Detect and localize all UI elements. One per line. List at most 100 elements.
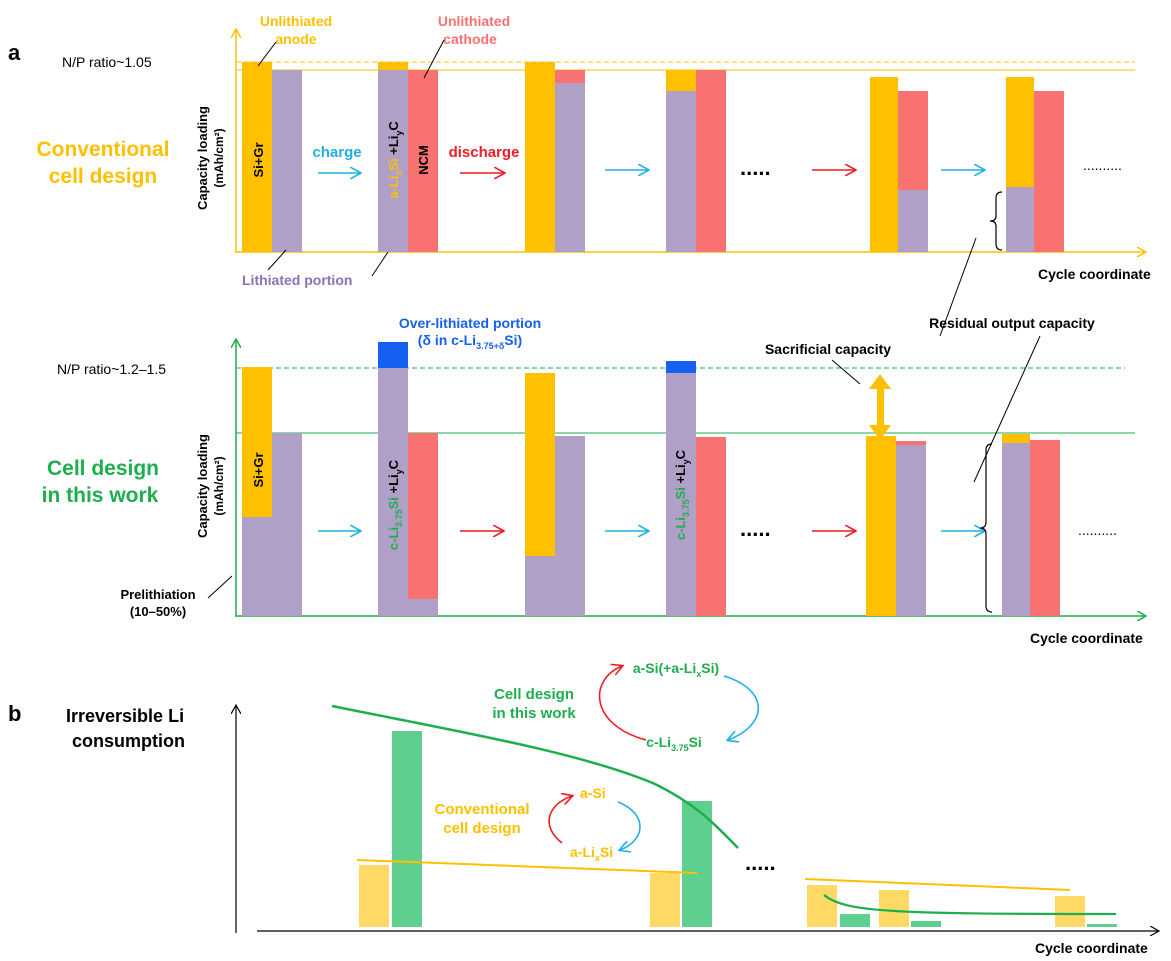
unlithiated-cathode-label-line2: cathode [443, 31, 497, 47]
top-ellipsis: ..... [740, 155, 771, 180]
panel-b-bar-thiswork-5 [1087, 924, 1117, 927]
conv-cycle-bottom: a-LixSi [570, 844, 613, 863]
bottom-bar-lithiated-1 [272, 433, 302, 616]
sacrificial-capacity-label: Sacrificial capacity [765, 341, 891, 357]
conventional-trend-line-2 [804, 878, 1071, 891]
this-work-design-panel: Cell design in this work Capacity loadin… [42, 237, 1145, 646]
panel-b-bar-thiswork-4 [911, 921, 941, 927]
top-bar-anode-5 [870, 77, 898, 252]
panel-b-ellipsis: ..... [745, 850, 776, 875]
residual-pointer-top [939, 237, 977, 337]
top-bar-cathode-5-top [898, 91, 928, 190]
top-bars [242, 62, 1064, 252]
thiswork-cycle-top: a-Si(+a-LixSi) [633, 660, 719, 679]
panel-b-bars [359, 731, 1117, 927]
bottom-bar-anode-4-overlithiated [666, 361, 696, 373]
lithiated-anode-label: a-LixSi +LiyC [386, 121, 404, 199]
top-bar-lithiated-5 [898, 190, 928, 252]
thiswork-trend-curve-2 [823, 894, 1117, 916]
panel-b-bar-thiswork-2 [682, 801, 712, 927]
top-bar-cathode-4 [696, 70, 726, 252]
top-bar-cathode-3-top [555, 70, 585, 83]
top-bar-cathode-2 [408, 70, 438, 252]
top-bar-anode-2-unlithiated [378, 62, 408, 70]
conventional-title-line1: Conventional [36, 138, 169, 161]
bottom-bar-anode-3-lithiated [525, 556, 555, 616]
bottom-bar-lithiated-3 [555, 436, 585, 616]
unlithiated-cathode-label-line1: Unlithiated [438, 13, 510, 29]
thiswork-title-line2: in this work [42, 484, 159, 507]
thiswork-cycle-bottom: c-Li3.75Si [646, 734, 702, 753]
thiswork-title-line1: Cell design [47, 457, 159, 480]
conv-cycle-arrow-blue [618, 801, 641, 850]
bottom-bar-anode-4-lithiated [666, 373, 696, 616]
bottom-bar-cathode-5-top [896, 441, 926, 445]
bottom-bar-anode-2-overlithiated [378, 342, 408, 368]
prelithiation-label-line1: Prelithiation [120, 587, 195, 602]
top-bar-anode-4-unlithiated [666, 70, 696, 91]
top-cycle-coordinate: Cycle coordinate [1038, 266, 1151, 282]
panel-b-ylabel-line1: Irreversible Li [66, 706, 184, 726]
top-bar-anode-4-lithiated [666, 91, 696, 252]
panel-b: b Irreversible Li consumption ..... Cell… [8, 660, 1158, 956]
bottom-bar-anode-6-unlithiated [1002, 434, 1030, 443]
bottom-bar-cathode-2-lithiated [408, 599, 438, 616]
c-li-label-1: c-Li3.75Si +LiyC [386, 459, 404, 550]
bottom-bars [242, 342, 1060, 616]
top-bar-lithiated-1 [272, 70, 302, 252]
prelithiation-pointer [207, 575, 233, 599]
c-li-label-2: c-Li3.75Si +LiyC [673, 449, 691, 540]
panel-b-label: b [8, 701, 21, 726]
panel-b-bar-conventional-2 [650, 873, 680, 927]
lithiated-portion-pointer-2 [371, 251, 389, 277]
conventional-b-label-line1: Conventional [434, 801, 529, 818]
overlithiated-label-line1: Over-lithiated portion [399, 315, 541, 331]
bottom-ylabel-line2: (mAh/cm²) [212, 456, 226, 515]
lithiated-portion-label: Lithiated portion [242, 272, 352, 288]
unlithiated-cathode-pointer [423, 39, 445, 79]
lithiated-portion-pointer-1 [267, 249, 287, 271]
bottom-ylabel-line1: Capacity loading [195, 434, 210, 538]
unlithiated-anode-pointer [257, 41, 277, 67]
unlithiated-anode-label-line1: Unlithiated [260, 13, 332, 29]
residual-output-capacity-label: Residual output capacity [929, 315, 1095, 331]
conventional-b-label-line2: cell design [443, 820, 521, 837]
top-bar-anode-6-unlithiated [1006, 77, 1034, 187]
bottom-bar-anode-6-lithiated [1002, 443, 1030, 616]
top-np-ratio: N/P ratio~1.05 [62, 54, 152, 70]
panel-b-bar-thiswork-3 [840, 914, 870, 927]
panel-b-bar-conventional-5 [1055, 896, 1085, 927]
bottom-bar-lithiated-5 [896, 445, 926, 616]
panel-b-ylabel-line2: consumption [72, 731, 185, 751]
bottom-np-ratio: N/P ratio~1.2–1.5 [57, 361, 166, 377]
thiswork-trend-curve [331, 704, 739, 849]
bottom-residual-brace [979, 443, 993, 613]
top-ylabel-line2: (mAh/cm²) [212, 128, 226, 187]
thiswork-cycle-arrow-blue [723, 675, 760, 740]
bottom-bar-cathode-2 [408, 433, 438, 599]
top-anode-label: Si+Gr [251, 142, 266, 177]
bottom-bar-cathode-6 [1030, 440, 1060, 616]
top-bar-anode-6-lithiated [1006, 187, 1034, 252]
sacrificial-pointer [831, 359, 861, 385]
panel-b-bar-conventional-3 [807, 885, 837, 927]
sacrificial-double-arrow [869, 374, 891, 440]
bottom-bar-anode-1-unlithiated [242, 367, 272, 517]
panel-b-bar-conventional-1 [359, 865, 389, 927]
thiswork-b-label-line2: in this work [492, 705, 576, 722]
discharge-label: discharge [449, 144, 520, 161]
top-bar-lithiated-3 [555, 83, 585, 252]
panel-b-bar-thiswork-1 [392, 731, 422, 927]
panel-b-cycle-coordinate: Cycle coordinate [1035, 940, 1148, 956]
top-bar-anode-1 [242, 62, 272, 252]
top-bar-anode-2-lithiated [378, 70, 408, 252]
bottom-bar-cathode-4 [696, 437, 726, 616]
charge-label: charge [312, 144, 361, 161]
bottom-end-dots: .......... [1078, 522, 1117, 538]
top-bar-anode-3 [525, 62, 555, 252]
top-residual-brace [989, 191, 1003, 251]
thiswork-cycle-arrow-red [598, 666, 647, 741]
top-end-dots: .......... [1083, 157, 1122, 173]
bottom-bar-anode-2-lithiated [378, 368, 408, 616]
